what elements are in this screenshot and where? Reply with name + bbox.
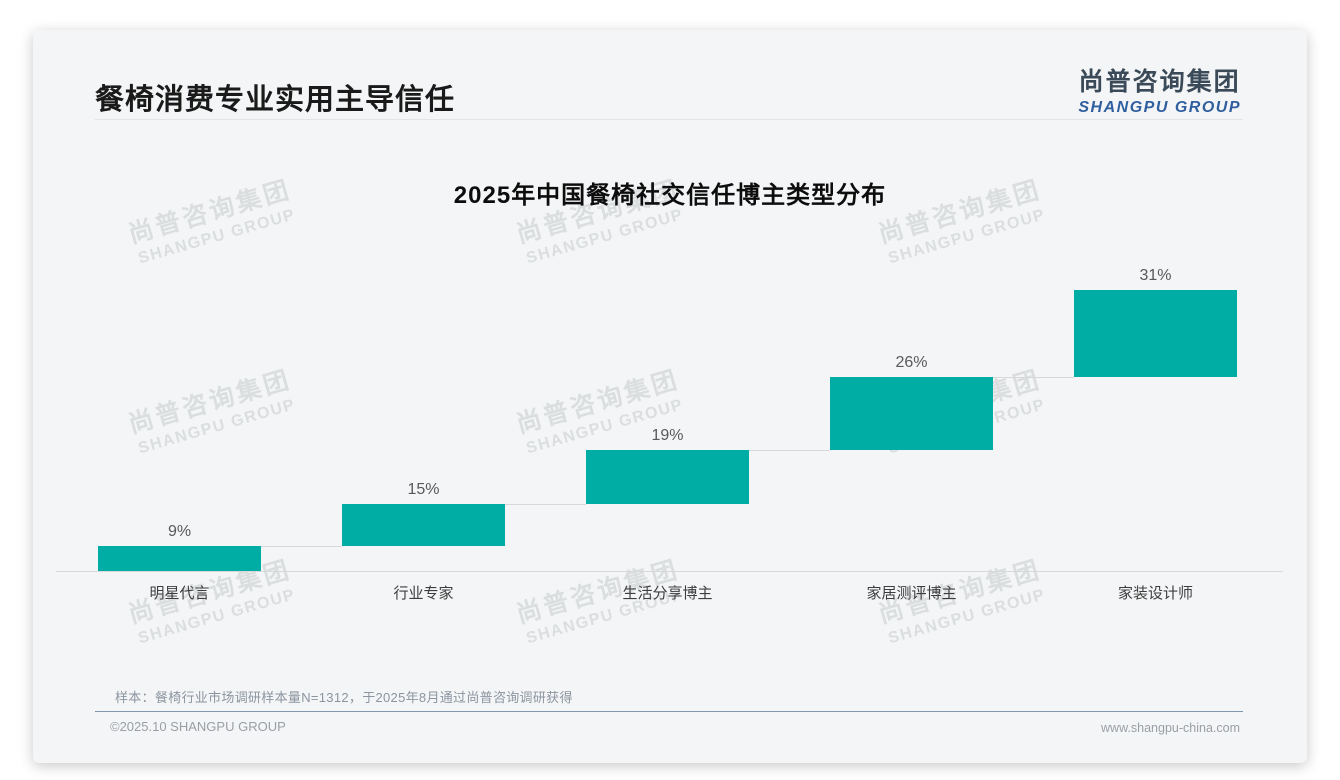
logo-english-text: SHANGPU GROUP [1078, 99, 1241, 116]
company-logo: 尚普咨询集团 SHANGPU GROUP [1078, 62, 1241, 117]
sample-footnote: 样本：餐椅行业市场调研样本量N=1312，于2025年8月通过尚普咨询调研获得 [115, 690, 573, 705]
chart-bar [586, 450, 749, 504]
step-connector-line [505, 503, 586, 505]
chart-bar [342, 503, 505, 546]
page-title: 餐椅消费专业实用主导信任 [95, 84, 456, 116]
chart-title: 2025年中国餐椅社交信任博主类型分布 [453, 182, 887, 209]
logo-chinese-text: 尚普咨询集团 [1078, 68, 1241, 96]
header-divider [95, 119, 1243, 120]
category-label: 家居测评博主 [866, 585, 957, 602]
plot-area: 9% 明星代言 15% 行业专家 19% 生活分享博主 26% 家居测评博主 31% 家装设计师 [56, 260, 1283, 640]
copyright-text: ©2025.10 SHANGPU GROUP [110, 719, 286, 734]
chart-bar [830, 377, 993, 451]
category-label: 明星代言 [149, 585, 210, 602]
category-label: 家装设计师 [1117, 585, 1193, 602]
bar-value-label: 31% [1139, 267, 1172, 284]
chart-bar [1074, 290, 1237, 378]
step-connector-line [993, 377, 1074, 379]
report-card: 尚普咨询集团 SHANGPU GROUP 尚普咨询集团 SHANGPU GROUP 尚普… [33, 30, 1307, 763]
bar-value-label: 26% [895, 354, 928, 372]
category-label: 行业专家 [393, 585, 454, 602]
x-axis-line [56, 571, 1283, 572]
bar-value-label: 15% [407, 480, 440, 498]
chart-bar [98, 545, 261, 571]
bar-value-label: 9% [167, 522, 192, 540]
website-url: www.shangpu-china.com [1101, 721, 1240, 735]
bar-value-label: 19% [651, 427, 684, 445]
step-connector-line [749, 450, 830, 452]
category-label: 生活分享博主 [622, 585, 713, 602]
step-connector-line [261, 545, 342, 547]
footer-divider [95, 711, 1243, 712]
